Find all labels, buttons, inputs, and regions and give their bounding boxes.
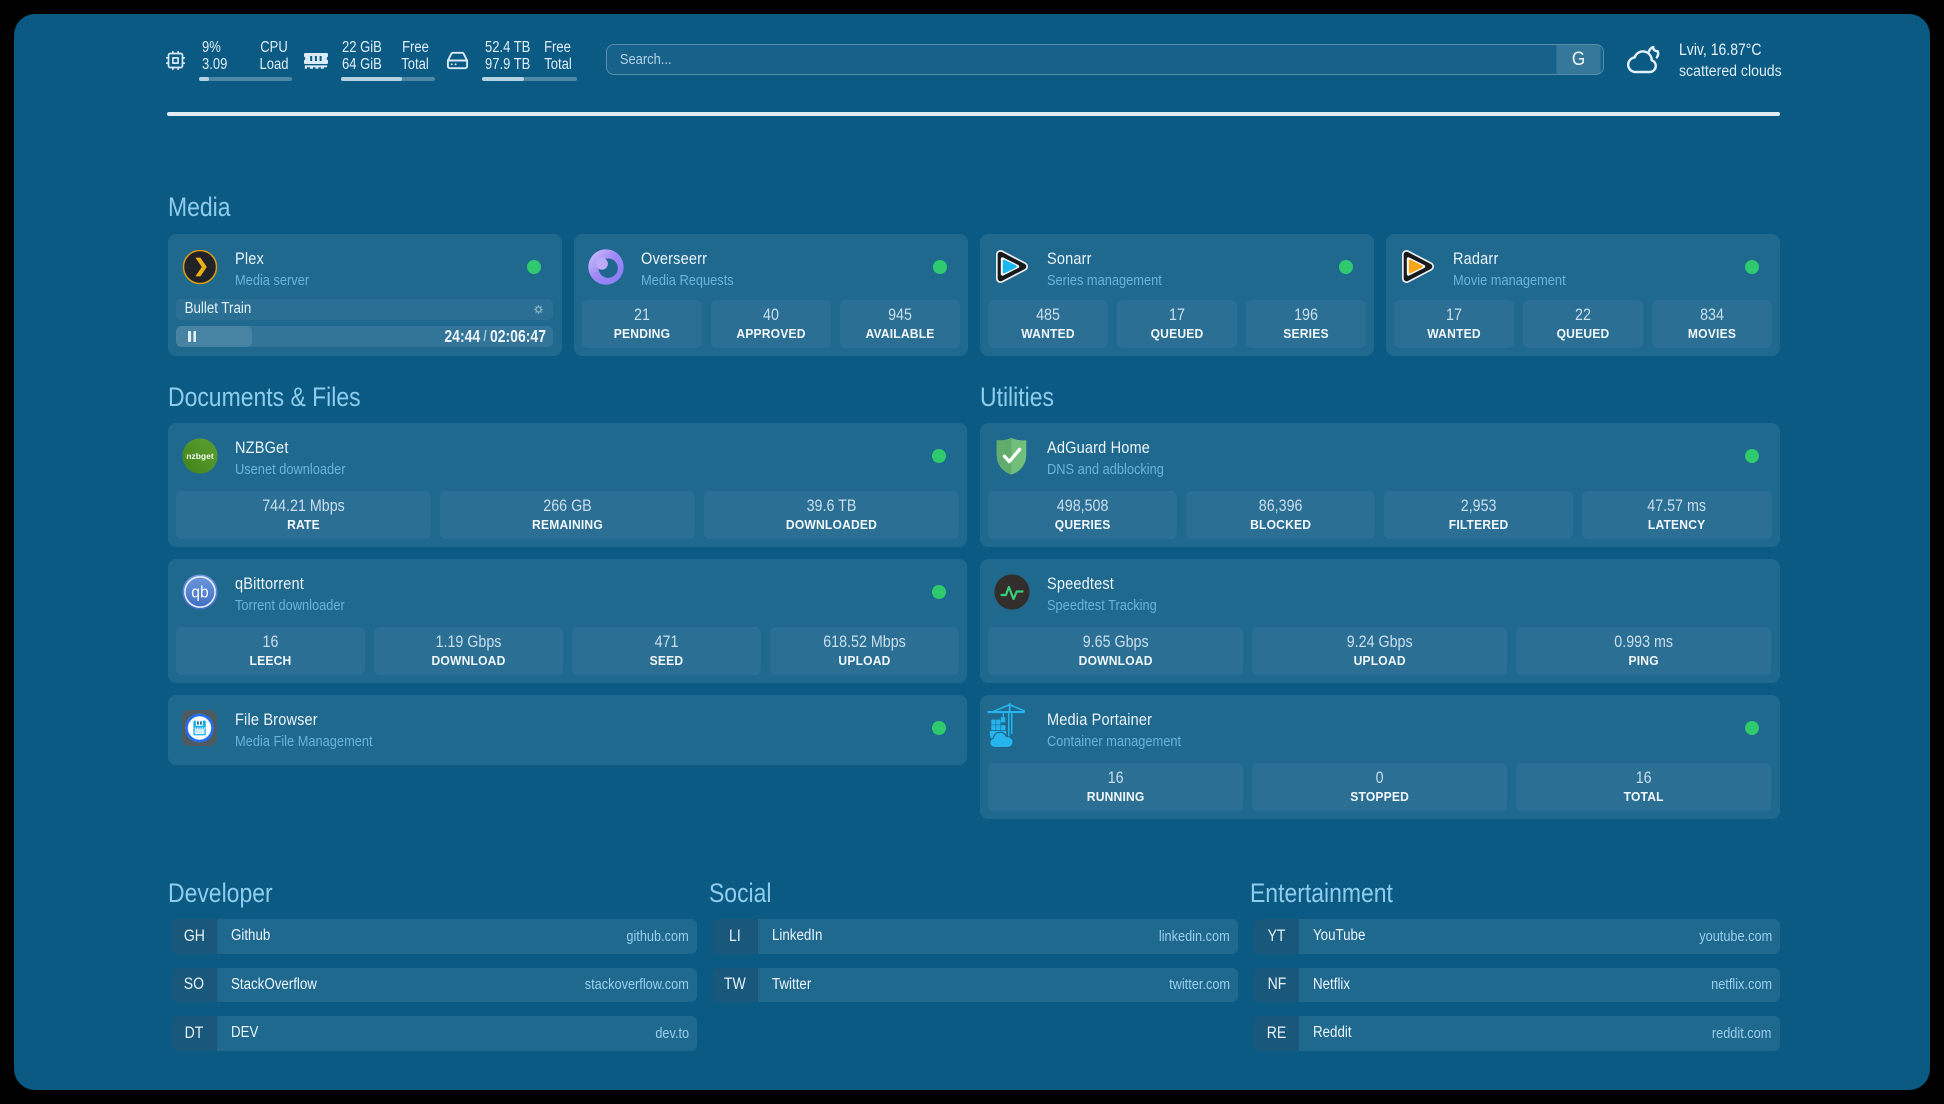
svg-text:qb: qb: [191, 583, 208, 602]
svg-text:nzbget: nzbget: [186, 451, 214, 461]
